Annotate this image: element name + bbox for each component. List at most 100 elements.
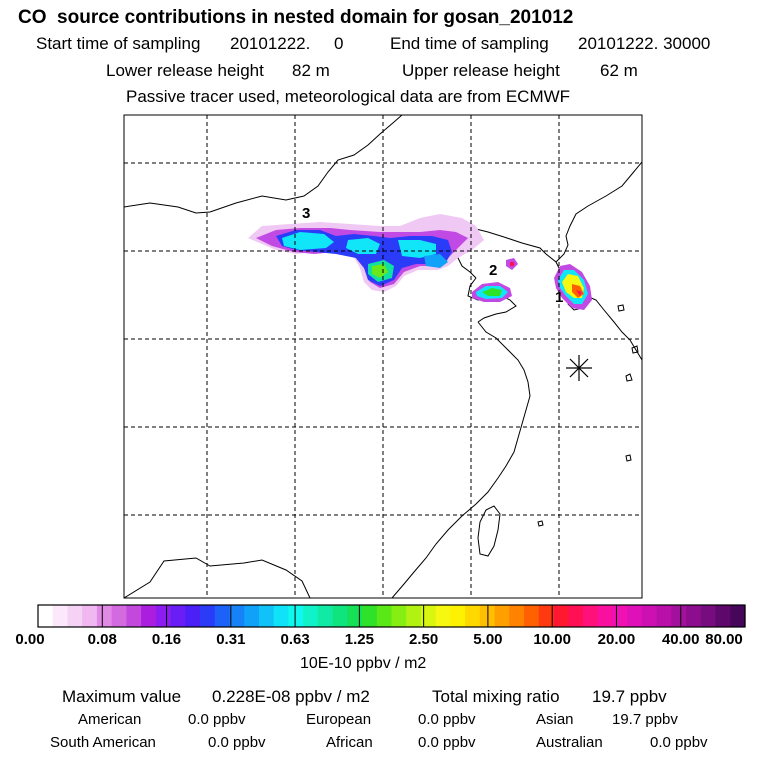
colorbar-cell xyxy=(612,605,628,627)
upper-release-value: 62 m xyxy=(600,61,638,80)
end-time-label: End time of sampling xyxy=(390,34,549,53)
colorbar-tick-label: 1.25 xyxy=(344,631,374,648)
colorbar-cell xyxy=(200,605,216,627)
colorbar-tick-label: 5.00 xyxy=(473,631,503,648)
region-name-european: European xyxy=(306,711,372,728)
region-name-asian: Asian xyxy=(536,711,574,728)
colorbar-cell xyxy=(568,605,584,627)
colorbar-cell xyxy=(730,605,746,627)
colorbar-cell xyxy=(347,605,363,627)
plume-region-1 xyxy=(554,264,592,310)
colorbar-cell xyxy=(332,605,348,627)
colorbar-cell xyxy=(273,605,289,627)
colorbar-cell xyxy=(671,605,687,627)
colorbar-cell xyxy=(258,605,275,627)
source-label-3: 3 xyxy=(302,205,311,222)
colorbar-cell xyxy=(170,605,186,627)
tracer-note: Passive tracer used, meteorological data… xyxy=(126,87,571,106)
max-value: 0.228E-08 ppbv / m2 xyxy=(212,687,370,706)
colorbar-cell xyxy=(627,605,643,627)
colorbar-cell xyxy=(111,605,127,627)
colorbar-cell xyxy=(597,605,614,627)
start-time-value: 20101222. 0 xyxy=(230,34,344,53)
colorbar-cell xyxy=(244,605,260,627)
colorbar-cell xyxy=(126,605,142,627)
upper-release-label: Upper release height xyxy=(402,61,560,80)
colorbar-tick-label: 80.00 xyxy=(705,631,743,648)
plot-title: CO source contributions in nested domain… xyxy=(18,7,574,28)
colorbar-cell xyxy=(376,605,393,627)
colorbar xyxy=(38,605,746,627)
colorbar-cell xyxy=(82,605,98,627)
map-area xyxy=(124,115,642,598)
colorbar-cell xyxy=(553,605,569,627)
colorbar-cell xyxy=(67,605,83,627)
colorbar-cell xyxy=(450,605,466,627)
region-value-south-american: 0.0 ppbv xyxy=(208,734,266,751)
region-value-american: 0.0 ppbv xyxy=(188,711,246,728)
colorbar-frame xyxy=(37,604,746,628)
colorbar-cell xyxy=(155,605,172,627)
region-value-african: 0.0 ppbv xyxy=(418,734,476,751)
region-value-australian: 0.0 ppbv xyxy=(650,734,708,751)
total-mixing-label: Total mixing ratio xyxy=(432,687,560,706)
colorbar-tick-label: 2.50 xyxy=(409,631,439,648)
end-time-value: 20101222. 30000 xyxy=(578,34,711,53)
lower-release-value: 82 m xyxy=(292,61,330,80)
colorbar-tick-label: 0.31 xyxy=(216,631,246,648)
source-label-2: 2 xyxy=(489,262,498,279)
colorbar-cell xyxy=(494,605,510,627)
colorbar-cell xyxy=(686,605,702,627)
colorbar-tick-label: 10.00 xyxy=(533,631,571,648)
colorbar-cell xyxy=(303,605,319,627)
colorbar-cell xyxy=(641,605,658,627)
colorbar-cell xyxy=(52,605,69,627)
source-label-1: 1 xyxy=(555,289,564,306)
colorbar-cell xyxy=(435,605,452,627)
colorbar-tick-label: 0.08 xyxy=(87,631,117,648)
start-time-label: Start time of sampling xyxy=(36,34,201,53)
colorbar-tick-label: 0.63 xyxy=(280,631,310,648)
colorbar-cell xyxy=(185,605,201,627)
region-name-australian: Australian xyxy=(536,734,603,751)
colorbar-cell xyxy=(362,605,378,627)
colorbar-cell xyxy=(524,605,540,627)
colorbar-cell xyxy=(582,605,599,627)
colorbar-cell xyxy=(391,605,407,627)
colorbar-units: 10E-10 ppbv / m2 xyxy=(300,655,427,672)
colorbar-cell xyxy=(96,605,113,627)
colorbar-cell xyxy=(656,605,672,627)
plume-region-3 xyxy=(248,214,484,292)
colorbar-tick-label: 20.00 xyxy=(597,631,636,648)
lower-release-label: Lower release height xyxy=(106,61,264,80)
region-name-american: American xyxy=(78,711,142,728)
plume-region-2 xyxy=(472,258,518,302)
receptor-asterisk-icon xyxy=(566,355,592,381)
max-value-label: Maximum value xyxy=(62,687,182,706)
colorbar-cell xyxy=(420,605,437,627)
colorbar-cell xyxy=(509,605,525,627)
region-value-asian: 19.7 ppbv xyxy=(612,711,678,728)
colorbar-cell xyxy=(229,605,245,627)
region-name-african: African xyxy=(326,734,373,751)
colorbar-tick-label: 0.16 xyxy=(151,631,182,648)
colorbar-tick-label: 0.00 xyxy=(15,631,45,648)
colorbar-cell xyxy=(214,605,231,627)
region-value-european: 0.0 ppbv xyxy=(418,711,476,728)
colorbar-cell xyxy=(406,605,422,627)
colorbar-cell xyxy=(288,605,304,627)
colorbar-cell xyxy=(465,605,481,627)
coastlines xyxy=(124,115,642,598)
colorbar-cell xyxy=(38,605,54,627)
colorbar-cell xyxy=(700,605,717,627)
lat-lon-grid xyxy=(124,115,642,598)
colorbar-tick-label: 40.00 xyxy=(661,631,700,648)
region-name-south-american: South American xyxy=(50,734,156,751)
colorbar-cell xyxy=(141,605,157,627)
colorbar-cell xyxy=(538,605,555,627)
colorbar-cell xyxy=(317,605,334,627)
map-frame xyxy=(123,114,643,599)
total-mixing-value: 19.7 ppbv xyxy=(592,687,667,706)
colorbar-cell xyxy=(715,605,731,627)
